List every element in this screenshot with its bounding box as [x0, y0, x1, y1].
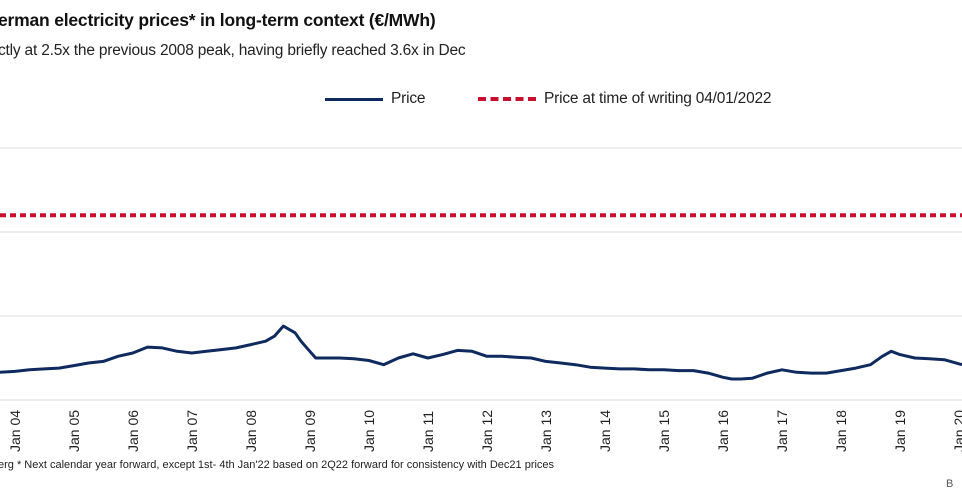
x-tick-label: Jan 16: [715, 410, 731, 452]
chart-subtitle: ctly at 2.5x the previous 2008 peak, hav…: [0, 42, 466, 59]
legend-item-reference: Price at time of writing 04/01/2022: [478, 90, 772, 108]
chart-title: erman electricity prices* in long-term c…: [0, 10, 436, 30]
legend-swatch-reference: [478, 97, 536, 101]
x-tick-label: Jan 20: [951, 410, 962, 452]
x-tick-label: Jan 11: [420, 411, 436, 452]
x-tick-label: Jan 06: [125, 410, 141, 452]
x-tick-label: Jan 10: [361, 410, 377, 452]
grid-lines: [0, 147, 962, 401]
x-tick-label: Jan 14: [597, 410, 613, 452]
x-axis-ticks: Jan 04 Jan 05 Jan 06 Jan 07 Jan 08 Jan 09 Jan …: [7, 410, 962, 452]
x-tick-label: Jan 18: [833, 410, 849, 452]
x-tick-label: Jan 17: [774, 410, 790, 452]
legend-swatch-price: [325, 97, 383, 101]
footnote: erg * Next calendar year forward, except…: [0, 459, 555, 471]
x-tick-label: Jan 07: [184, 410, 200, 452]
legend-label-price: Price: [391, 90, 426, 107]
legend-label-reference: Price at time of writing 04/01/2022: [544, 90, 772, 107]
legend-item-price: Price: [325, 90, 426, 108]
series-line-price: [0, 324, 962, 381]
x-tick-label: Jan 09: [302, 410, 318, 452]
x-tick-label: Jan 12: [479, 410, 495, 452]
x-tick-label: Jan 05: [66, 410, 82, 452]
series-layer: [0, 213, 962, 381]
x-tick-label: Jan 08: [243, 410, 259, 452]
x-tick-label: Jan 19: [892, 410, 908, 452]
x-tick-label: Jan 15: [656, 410, 672, 452]
x-tick-label: Jan 13: [538, 410, 554, 452]
chart-legend: Price Price at time of writing 04/01/202…: [0, 90, 962, 114]
source-mark: B: [946, 478, 954, 490]
x-tick-label: Jan 04: [7, 410, 23, 452]
